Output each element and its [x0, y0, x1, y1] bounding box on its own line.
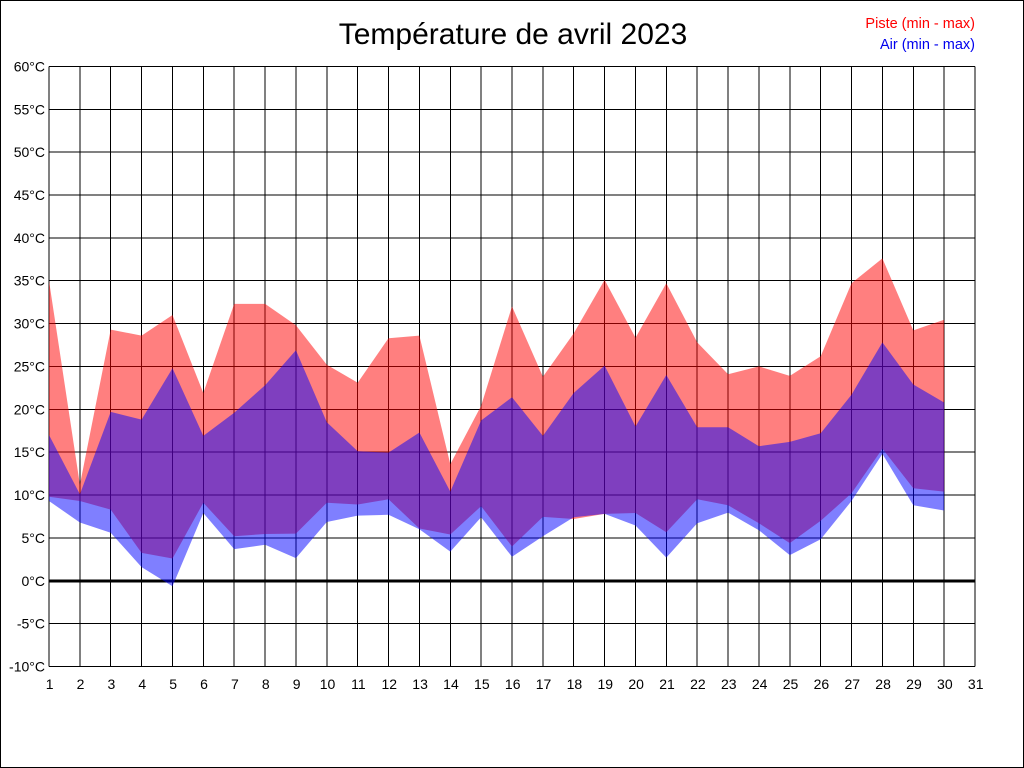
svg-text:20°C: 20°C — [14, 401, 45, 417]
svg-text:Piste (min - max): Piste (min - max) — [865, 16, 975, 32]
svg-text:35°C: 35°C — [14, 273, 45, 289]
svg-text:6: 6 — [200, 676, 208, 692]
svg-text:5: 5 — [169, 676, 177, 692]
svg-text:2: 2 — [77, 676, 85, 692]
svg-text:10: 10 — [320, 676, 336, 692]
svg-text:28: 28 — [875, 676, 891, 692]
svg-text:3: 3 — [108, 676, 116, 692]
svg-text:22: 22 — [690, 676, 706, 692]
svg-text:55°C: 55°C — [14, 101, 45, 117]
svg-text:50°C: 50°C — [14, 144, 45, 160]
svg-text:0°C: 0°C — [22, 573, 46, 589]
svg-text:40°C: 40°C — [14, 230, 45, 246]
svg-text:9: 9 — [293, 676, 301, 692]
svg-text:15°C: 15°C — [14, 444, 45, 460]
svg-text:19: 19 — [598, 676, 614, 692]
svg-text:18: 18 — [567, 676, 583, 692]
svg-text:17: 17 — [536, 676, 552, 692]
svg-text:30°C: 30°C — [14, 316, 45, 332]
svg-text:26: 26 — [814, 676, 830, 692]
svg-text:45°C: 45°C — [14, 187, 45, 203]
svg-text:8: 8 — [262, 676, 270, 692]
svg-text:Température de avril 2023: Température de avril 2023 — [339, 18, 688, 51]
svg-text:7: 7 — [231, 676, 239, 692]
svg-text:Air (min - max): Air (min - max) — [880, 37, 975, 53]
svg-text:5°C: 5°C — [22, 530, 46, 546]
svg-text:60°C: 60°C — [14, 58, 45, 74]
svg-text:29: 29 — [906, 676, 922, 692]
svg-text:4: 4 — [138, 676, 146, 692]
svg-text:25°C: 25°C — [14, 358, 45, 374]
svg-text:25: 25 — [783, 676, 799, 692]
svg-text:-5°C: -5°C — [17, 616, 45, 632]
svg-text:21: 21 — [659, 676, 675, 692]
svg-text:30: 30 — [937, 676, 953, 692]
svg-text:24: 24 — [752, 676, 768, 692]
svg-text:15: 15 — [474, 676, 490, 692]
svg-text:1: 1 — [46, 676, 54, 692]
svg-text:20: 20 — [628, 676, 644, 692]
svg-text:31: 31 — [968, 676, 984, 692]
svg-text:23: 23 — [721, 676, 737, 692]
svg-text:14: 14 — [443, 676, 459, 692]
svg-text:10°C: 10°C — [14, 487, 45, 503]
svg-text:11: 11 — [351, 676, 366, 692]
svg-text:12: 12 — [381, 676, 397, 692]
svg-text:-10°C: -10°C — [9, 659, 45, 675]
svg-text:27: 27 — [844, 676, 860, 692]
svg-text:13: 13 — [412, 676, 428, 692]
svg-text:16: 16 — [505, 676, 521, 692]
